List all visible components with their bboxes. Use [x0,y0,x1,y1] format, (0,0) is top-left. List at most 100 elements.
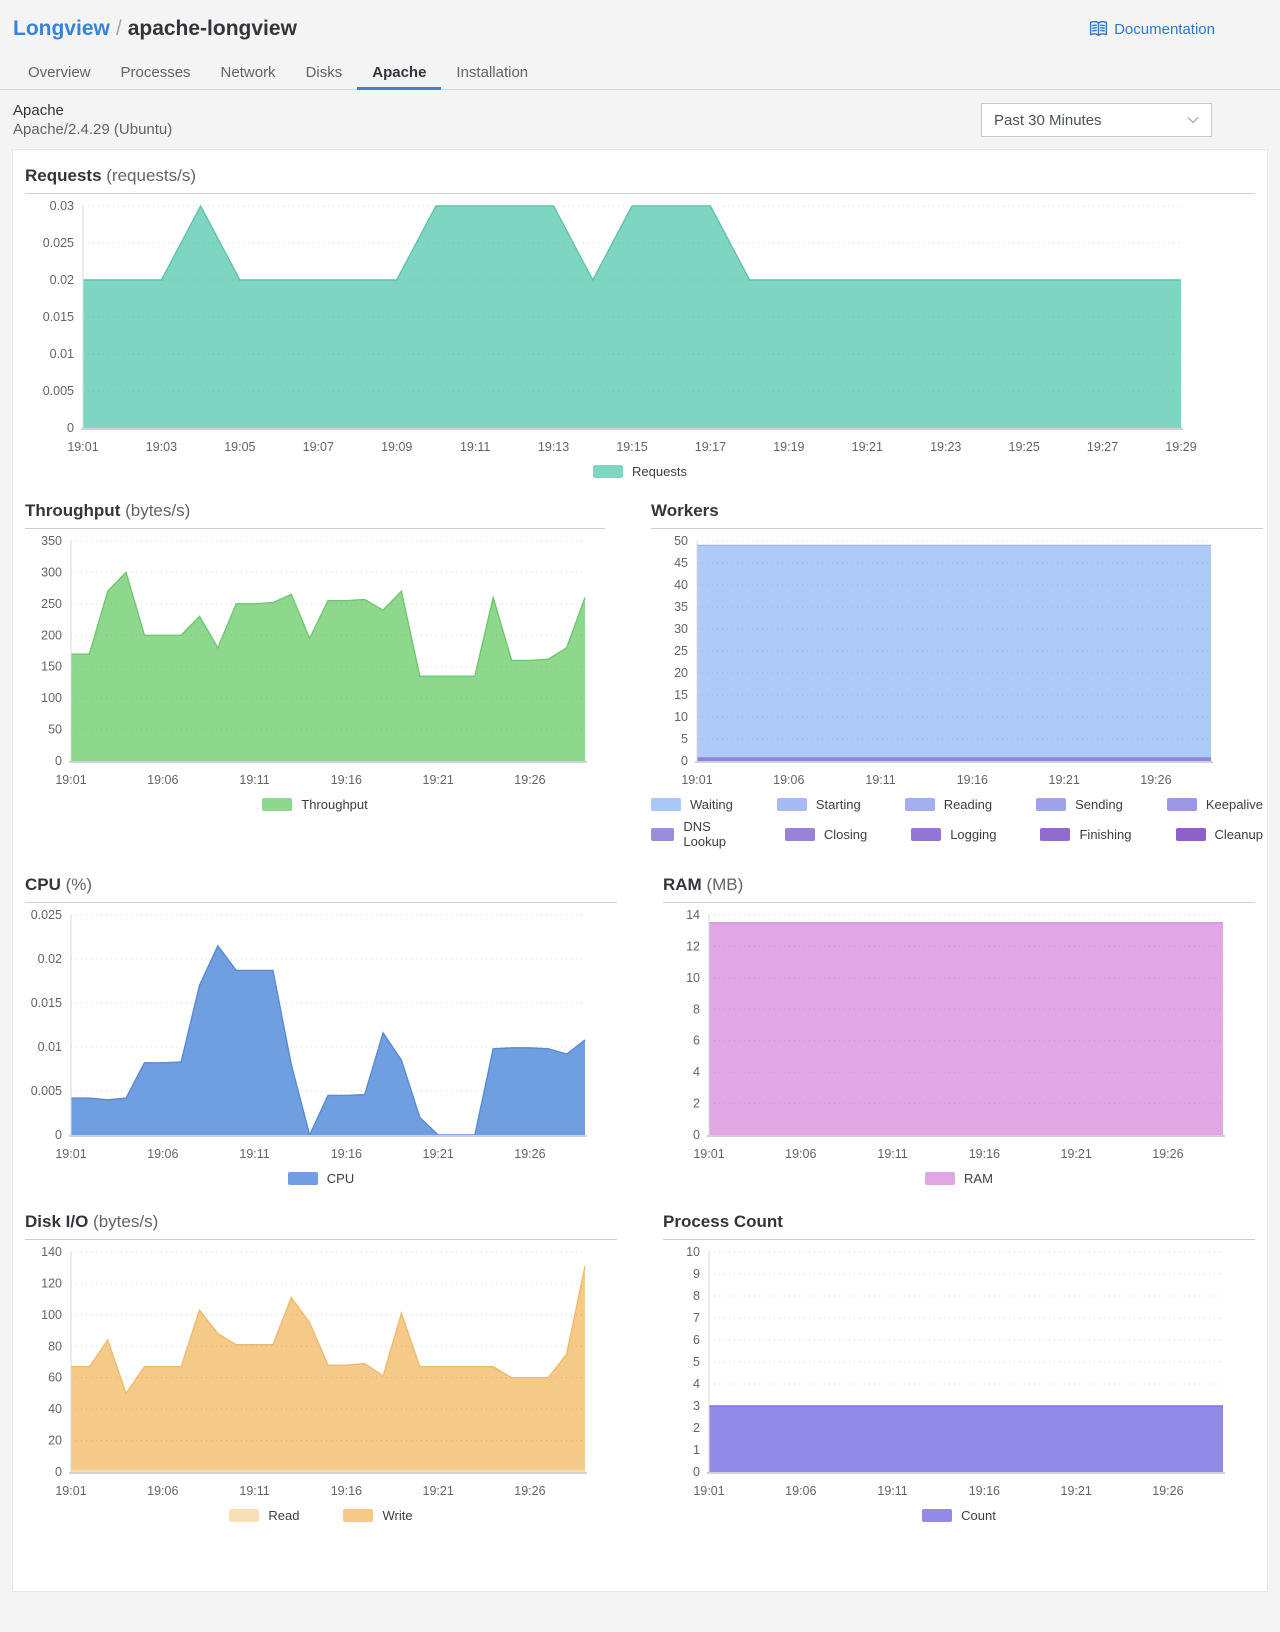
diskio-plot: 0 20 40 60 80 100 120 140 19:01 19:06 19:11 19:16 19… [25,1242,617,1506]
breadcrumb-link-longview[interactable]: Longview [13,17,110,40]
svg-text:0.015: 0.015 [31,996,62,1010]
svg-text:19:16: 19:16 [969,1484,1000,1498]
starting-swatch [776,798,807,811]
throughput-legend: Throughput [25,797,605,812]
svg-text:19:21: 19:21 [423,1147,454,1161]
process-count-chart-panel: Process Count 0 1 2 3 4 5 6 7 8 9 10 19:01 19:06 19:1… [661,1200,1257,1533]
ram-label: RAM [964,1171,993,1186]
svg-text:0: 0 [55,754,62,768]
svg-text:0: 0 [693,1128,700,1142]
svg-text:14: 14 [686,908,700,922]
tab-disks[interactable]: Disks [305,64,343,81]
tab-installation[interactable]: Installation [456,64,529,81]
svg-text:0: 0 [67,421,74,435]
cleanup-label: Cleanup [1214,826,1263,842]
cpu-swatch [287,1172,318,1185]
legend-item-count: Count [922,1508,996,1523]
tab-bar: Overview Processes Network Disks Apache … [0,56,1280,90]
breadcrumb-current: apache-longview [127,17,297,40]
waiting-label: Waiting [690,797,733,812]
svg-text:0.01: 0.01 [50,347,74,361]
svg-text:19:25: 19:25 [1009,440,1040,454]
svg-text:35: 35 [674,600,688,614]
legend-item-cpu: CPU [287,1171,355,1186]
svg-text:19:23: 19:23 [930,440,961,454]
svg-text:19:26: 19:26 [1152,1484,1183,1498]
svg-text:1: 1 [693,1443,700,1457]
throughput-plot: 0 50 100 150 200 250 300 350 19:01 19:06 19:11 19:1… [25,531,605,795]
count-label: Count [961,1508,996,1523]
svg-text:0: 0 [693,1465,700,1479]
tab-apache[interactable]: Apache [357,56,442,90]
legend-item-keepalive: Keepalive [1166,797,1263,812]
svg-text:19:15: 19:15 [616,440,647,454]
legend-item-sending: Sending [1036,797,1123,812]
svg-text:2: 2 [693,1097,700,1111]
svg-text:0.025: 0.025 [43,236,74,250]
svg-text:60: 60 [48,1371,62,1385]
svg-text:19:21: 19:21 [423,1484,454,1498]
svg-text:250: 250 [41,597,62,611]
svg-text:2: 2 [693,1421,700,1435]
page-header: Longview / apache-longview Documentation [0,0,1280,42]
svg-text:19:26: 19:26 [514,1147,545,1161]
diskio-chart-title: Disk I/O (bytes/s) [25,1212,617,1240]
legend-row: RAM [925,1171,993,1186]
diskio-chart-panel: Disk I/O (bytes/s) 0 20 40 60 80 100 120 140 19:… [23,1200,619,1533]
tab-network[interactable]: Network [220,64,276,81]
closing-label: Closing [823,826,868,842]
svg-text:5: 5 [681,732,688,746]
count-swatch [922,1509,953,1522]
tabs: Overview Processes Network Disks Apache … [0,56,1280,90]
svg-text:0.005: 0.005 [31,1084,62,1098]
legend-item-requests: Requests [593,464,687,479]
svg-text:50: 50 [48,723,62,737]
read-label: Read [268,1508,300,1523]
cpu-legend: CPU [25,1171,617,1186]
svg-text:100: 100 [41,1308,62,1322]
svg-text:19:01: 19:01 [693,1484,724,1498]
svg-text:12: 12 [686,939,700,953]
svg-text:19:01: 19:01 [681,773,712,787]
throughput-chart-panel: Throughput (bytes/s) 0 50 100 150 200 250 300 3… [23,489,607,859]
svg-text:19:21: 19:21 [852,440,883,454]
svg-text:8: 8 [693,1002,700,1016]
svg-text:19:26: 19:26 [514,1484,545,1498]
svg-text:19:16: 19:16 [331,773,362,787]
svg-text:150: 150 [41,660,62,674]
svg-text:19:06: 19:06 [785,1147,816,1161]
charts-grid-row-3: Disk I/O (bytes/s) 0 20 40 60 80 100 120 140 19:… [23,1200,1257,1533]
tab-processes[interactable]: Processes [120,64,191,81]
svg-text:19:16: 19:16 [957,773,988,787]
svg-text:10: 10 [674,710,688,724]
workers-legend: Waiting Starting Reading Sending Keepalive DN… [651,797,1263,849]
svg-text:0.005: 0.005 [43,384,74,398]
svg-text:19:16: 19:16 [969,1147,1000,1161]
svg-text:140: 140 [41,1245,62,1259]
svg-text:6: 6 [693,1333,700,1347]
svg-text:19:01: 19:01 [55,773,86,787]
ram-swatch [925,1172,956,1185]
cpu-label: CPU [326,1171,355,1186]
legend-row: Throughput [262,797,368,812]
svg-text:20: 20 [48,1434,62,1448]
svg-text:300: 300 [41,565,62,579]
svg-text:9: 9 [693,1267,700,1281]
svg-text:19:21: 19:21 [1049,773,1080,787]
time-range-select[interactable]: Past 30 Minutes [981,103,1212,137]
svg-text:50: 50 [674,534,688,548]
ram-chart-panel: RAM (MB) 0 2 4 6 8 10 12 14 19:01 19:06 19:11 19:16… [661,863,1257,1196]
svg-text:15: 15 [674,688,688,702]
svg-text:19:11: 19:11 [239,1147,269,1161]
svg-text:10: 10 [686,971,700,985]
documentation-link[interactable]: Documentation [1088,20,1215,38]
svg-text:25: 25 [674,644,688,658]
svg-text:3: 3 [693,1399,700,1413]
svg-text:19:01: 19:01 [67,440,98,454]
legend-item-throughput: Throughput [262,797,368,812]
svg-text:19:26: 19:26 [1152,1147,1183,1161]
legend-item-closing: Closing [784,819,868,849]
svg-text:19:03: 19:03 [146,440,177,454]
sending-swatch [1036,798,1067,811]
tab-overview[interactable]: Overview [28,64,91,81]
